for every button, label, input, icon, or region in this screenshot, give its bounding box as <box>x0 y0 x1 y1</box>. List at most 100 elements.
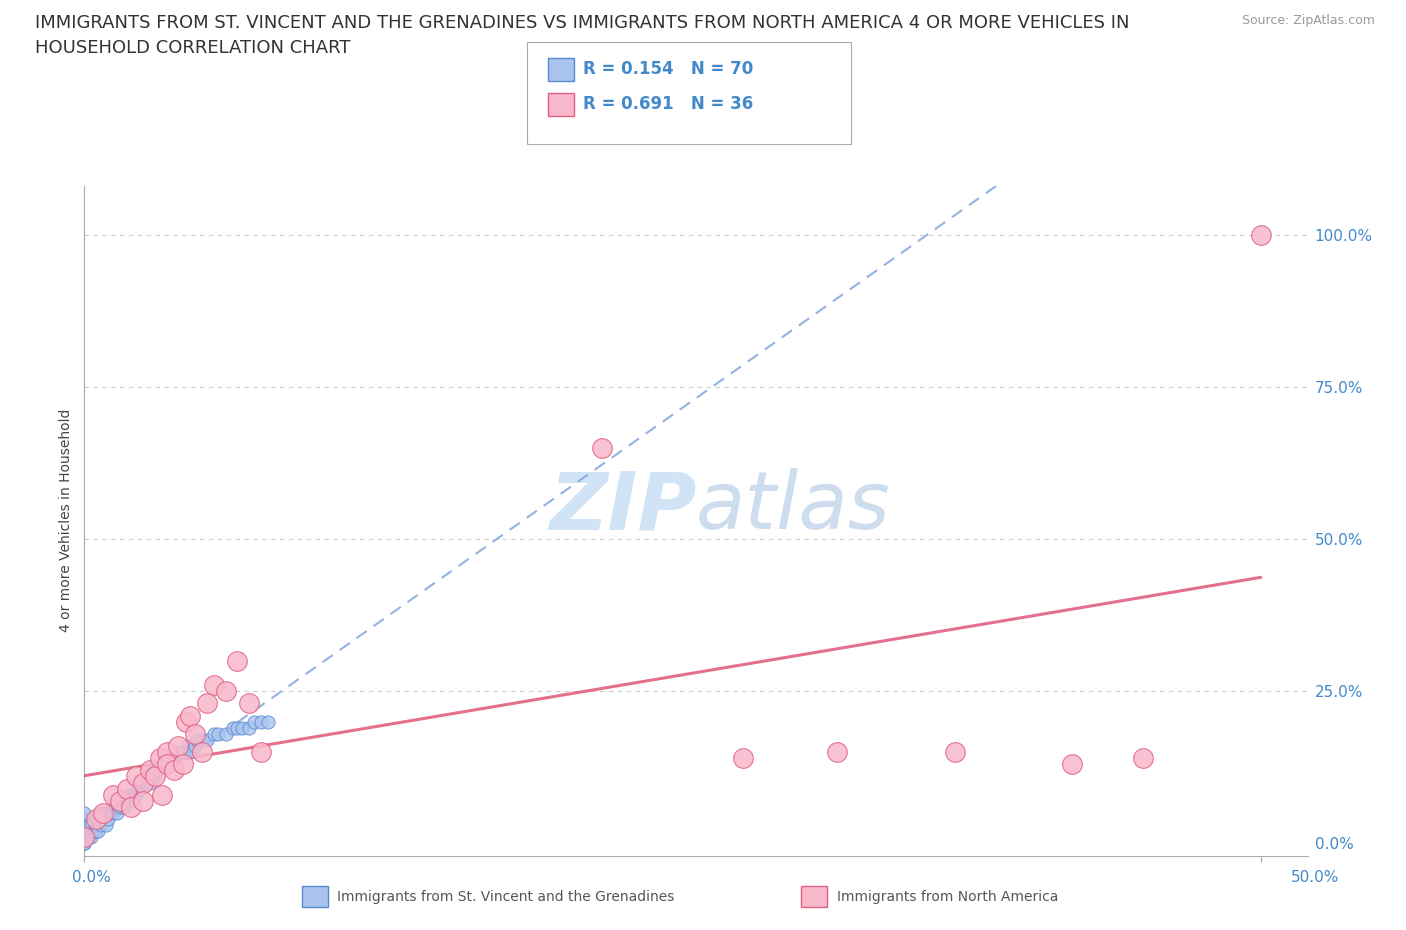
Point <box>73 812 96 827</box>
Point <box>122 788 145 803</box>
Point <box>115 781 138 796</box>
Text: Source: ZipAtlas.com: Source: ZipAtlas.com <box>1241 14 1375 27</box>
Point <box>73 836 96 851</box>
Point <box>120 793 142 808</box>
Point <box>186 733 208 748</box>
Point <box>731 751 754 765</box>
Point <box>1250 227 1272 242</box>
Point <box>73 836 96 851</box>
Point <box>167 745 190 760</box>
Point <box>172 745 194 760</box>
Point <box>73 805 96 820</box>
Point <box>101 788 124 803</box>
Point <box>191 745 214 760</box>
Point <box>214 684 236 698</box>
Point <box>98 805 121 820</box>
Text: Immigrants from North America: Immigrants from North America <box>837 889 1057 904</box>
Point <box>257 714 280 729</box>
Point <box>191 733 214 748</box>
Point <box>90 805 112 820</box>
Point <box>97 812 120 827</box>
Point <box>146 763 169 777</box>
Point <box>73 830 96 844</box>
Point <box>163 751 186 765</box>
Point <box>226 654 249 669</box>
Point <box>136 769 159 784</box>
Y-axis label: 4 or more Vehicles in Household: 4 or more Vehicles in Household <box>59 409 73 632</box>
Point <box>94 805 117 820</box>
Point <box>73 836 96 851</box>
Text: IMMIGRANTS FROM ST. VINCENT AND THE GRENADINES VS IMMIGRANTS FROM NORTH AMERICA : IMMIGRANTS FROM ST. VINCENT AND THE GREN… <box>35 14 1129 32</box>
Point <box>156 745 179 760</box>
Point <box>1062 757 1084 772</box>
Point <box>108 793 131 808</box>
Point <box>143 769 166 784</box>
Point <box>231 721 253 736</box>
Point <box>242 714 264 729</box>
Point <box>80 817 103 832</box>
Point <box>202 678 225 693</box>
Text: 0.0%: 0.0% <box>72 870 111 884</box>
Point <box>238 721 260 736</box>
Point <box>943 745 966 760</box>
Point <box>90 817 112 832</box>
Point <box>825 745 848 760</box>
Point <box>156 757 179 772</box>
Point <box>84 812 107 827</box>
Point <box>118 788 141 803</box>
Point <box>83 824 105 839</box>
Point <box>73 824 96 839</box>
Point <box>94 817 117 832</box>
Point <box>1132 751 1154 765</box>
Point <box>73 817 96 832</box>
Point <box>104 800 127 815</box>
Point <box>120 800 142 815</box>
Point <box>115 793 138 808</box>
Point <box>179 745 201 760</box>
Text: atlas: atlas <box>696 469 891 547</box>
Point <box>132 793 155 808</box>
Point <box>591 440 613 455</box>
Text: HOUSEHOLD CORRELATION CHART: HOUSEHOLD CORRELATION CHART <box>35 39 350 57</box>
Point <box>195 733 218 748</box>
Point <box>139 763 162 777</box>
Point <box>143 769 166 784</box>
Point <box>83 812 105 827</box>
Point <box>226 721 249 736</box>
Point <box>142 763 165 777</box>
Point <box>214 726 236 741</box>
Point <box>249 714 271 729</box>
Point <box>125 788 148 803</box>
Point <box>149 751 172 765</box>
Point <box>132 775 155 790</box>
Point <box>77 830 100 844</box>
Point <box>167 738 190 753</box>
Point <box>132 775 155 790</box>
Point <box>112 800 135 815</box>
Point <box>105 805 128 820</box>
Point <box>179 708 201 723</box>
Point <box>163 763 186 777</box>
Point <box>202 726 225 741</box>
Text: R = 0.154   N = 70: R = 0.154 N = 70 <box>583 60 754 78</box>
Point <box>150 788 173 803</box>
Point <box>111 793 134 808</box>
Text: 50.0%: 50.0% <box>1291 870 1339 884</box>
Point <box>156 757 179 772</box>
Point <box>221 721 243 736</box>
Point <box>195 696 218 711</box>
Point <box>87 812 110 827</box>
Point <box>174 714 197 729</box>
Point <box>80 830 103 844</box>
Point <box>150 757 173 772</box>
Point <box>84 812 107 827</box>
Point <box>73 830 96 844</box>
Text: ZIP: ZIP <box>548 469 696 547</box>
Point <box>91 812 114 827</box>
Point <box>129 781 152 796</box>
Point <box>238 696 260 711</box>
Point <box>184 738 207 753</box>
Point <box>184 726 207 741</box>
Point <box>135 775 157 790</box>
Point <box>77 817 100 832</box>
